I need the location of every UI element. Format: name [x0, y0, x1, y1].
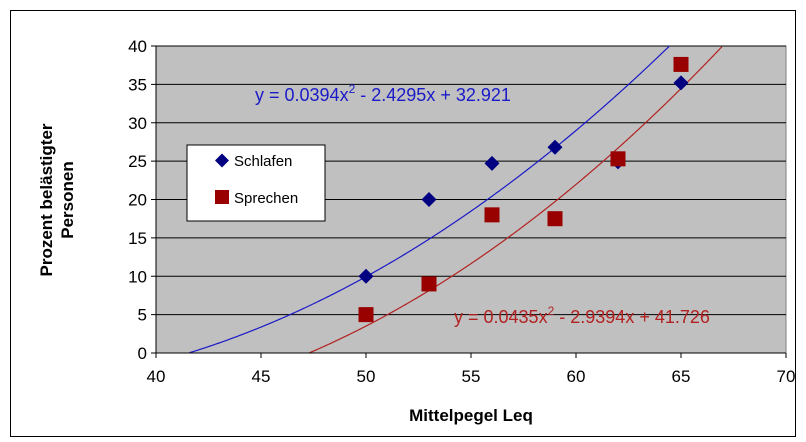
legend-label-sprechen: Sprechen	[234, 190, 298, 207]
point-sprechen	[484, 207, 500, 223]
trendline-equation-schlafen: y = 0.0394x2 - 2.4295x + 32.921	[255, 82, 511, 105]
y-tick-label: 10	[128, 267, 147, 286]
trendlines	[189, 45, 723, 354]
y-tick-label: 40	[128, 37, 147, 56]
trendline-schlafen	[189, 45, 670, 354]
y-tick-label: 35	[128, 75, 147, 94]
axes: 0 5 10 15 20 25 30 35 40 40 45 50 55 60 65 70	[128, 37, 795, 386]
x-tick-label: 50	[357, 367, 376, 386]
equation-exponent: 2	[548, 304, 555, 318]
y-tick-label: 0	[138, 344, 147, 363]
point-sprechen	[610, 151, 626, 167]
legend-marker-schlafen	[215, 153, 229, 168]
y-tick-label: 15	[128, 229, 147, 248]
x-tick-label: 45	[252, 367, 271, 386]
equation-prefix: y = 0.0394x	[255, 85, 349, 105]
point-schlafen	[547, 139, 563, 155]
trendline-equation-sprechen: y = 0.0435x2 - 2.9394x + 41.726	[454, 304, 710, 327]
y-tick-label: 25	[128, 152, 147, 171]
equation-prefix: y = 0.0435x	[454, 307, 548, 327]
data-markers	[358, 56, 689, 323]
x-tick-label: 70	[777, 367, 796, 386]
point-schlafen	[484, 155, 500, 171]
y-tick-label: 5	[138, 306, 147, 325]
legend-box	[186, 144, 326, 222]
equation-suffix: - 2.4295x + 32.921	[355, 85, 511, 105]
point-schlafen	[358, 268, 374, 284]
y-tick-label: 30	[128, 114, 147, 133]
y-axis-title-line-1: Prozent belästigter	[37, 123, 56, 276]
point-sprechen	[358, 307, 374, 323]
x-tick-label: 55	[462, 367, 481, 386]
x-tick-label: 40	[147, 367, 166, 386]
legend-marker-sprechen	[215, 190, 229, 204]
point-sprechen	[673, 56, 689, 72]
y-axis-title-line-2: Personen	[58, 161, 77, 238]
x-axis-title: Mittelpegel Leq	[409, 406, 533, 425]
trendline-sprechen	[309, 46, 723, 354]
legend: Schlafen Sprechen	[186, 144, 326, 222]
point-sprechen	[421, 276, 437, 292]
equation-suffix: - 2.9394x + 41.726	[554, 307, 710, 327]
y-tick-label: 20	[128, 191, 147, 210]
x-tick-label: 65	[672, 367, 691, 386]
x-tick-label: 60	[567, 367, 586, 386]
point-sprechen	[547, 211, 563, 227]
equation-exponent: 2	[349, 82, 356, 96]
point-schlafen	[673, 75, 689, 91]
point-schlafen	[421, 192, 437, 207]
legend-label-schlafen: Schlafen	[234, 153, 292, 170]
